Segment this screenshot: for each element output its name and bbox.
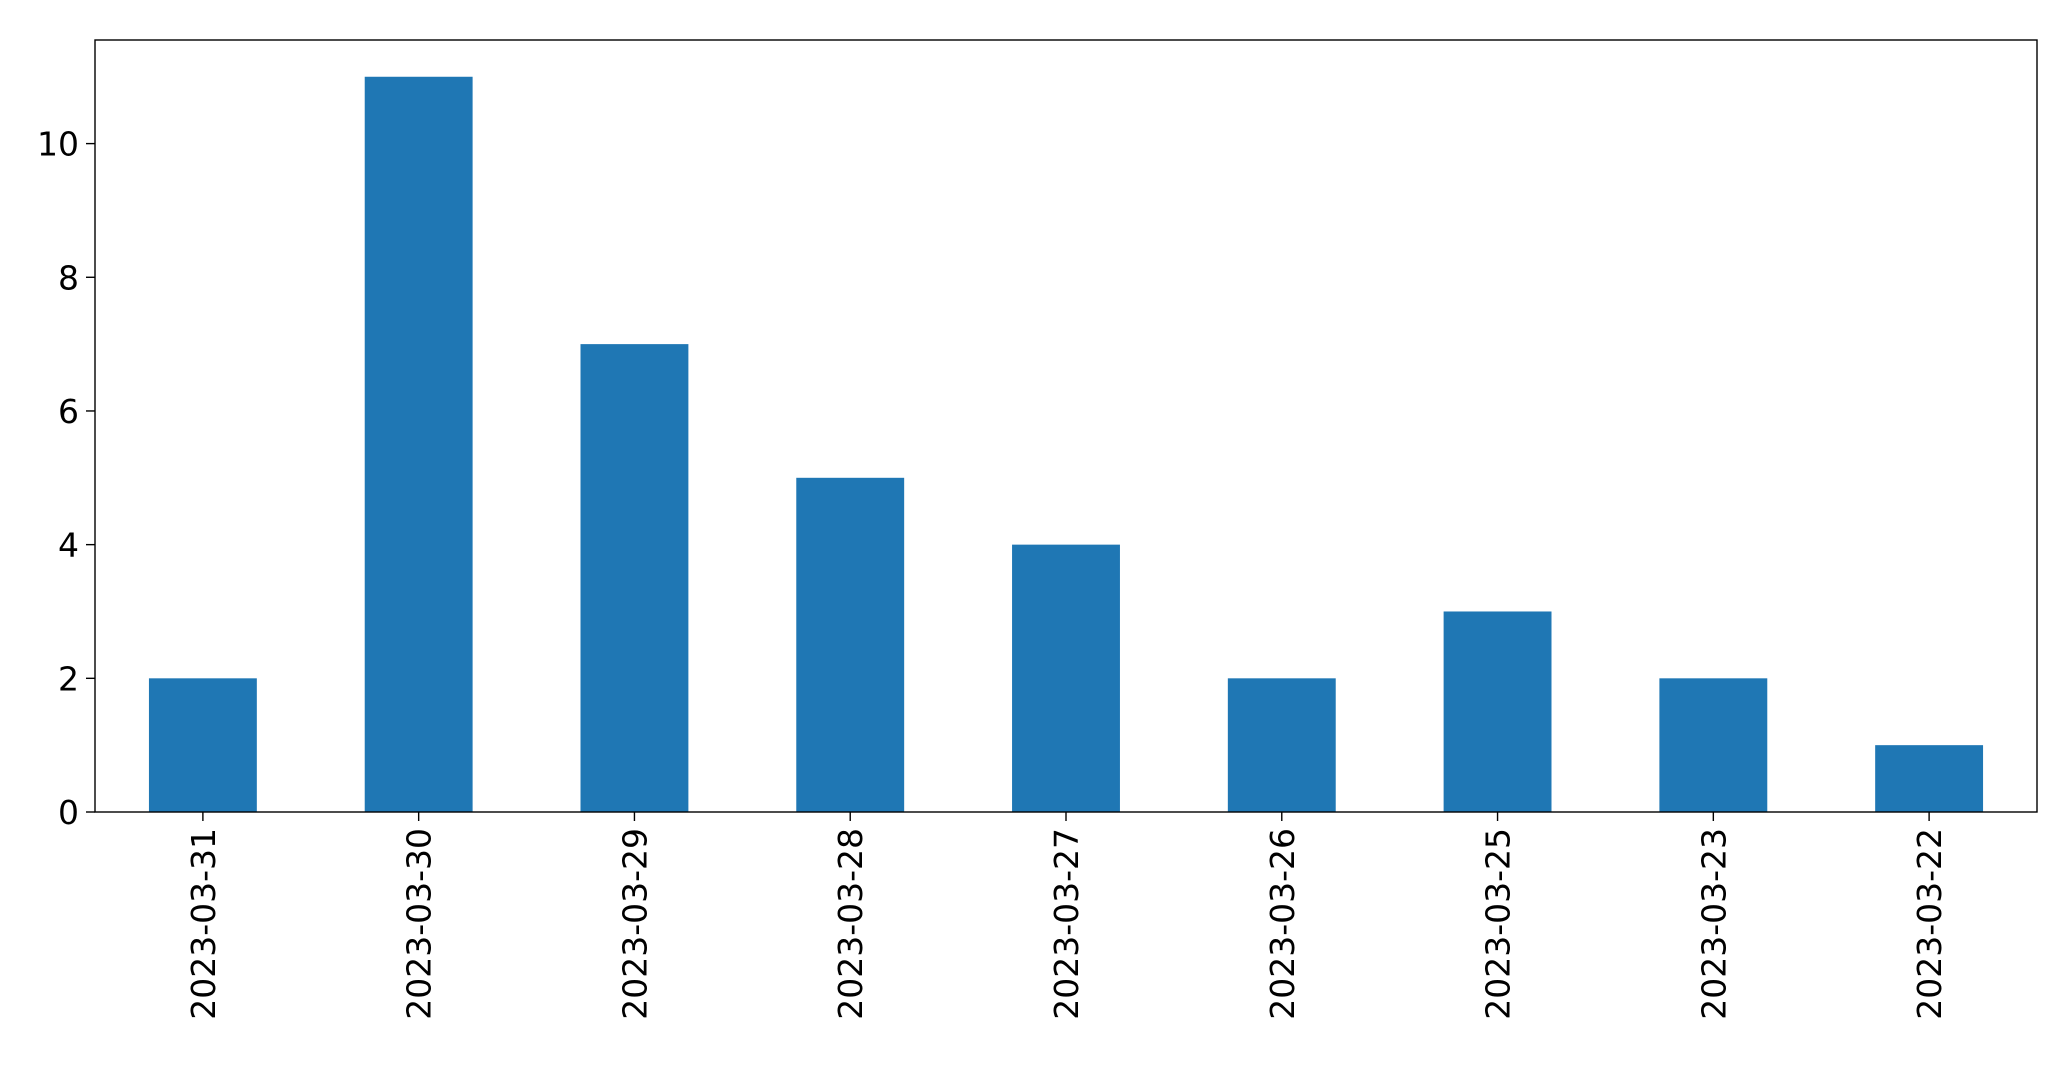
x-tick-label: 2023-03-26 — [1263, 828, 1302, 1020]
y-tick-label: 8 — [58, 258, 79, 297]
bars-layer — [148, 76, 1984, 812]
x-tick-label: 2023-03-25 — [1479, 828, 1518, 1020]
plot-frame — [94, 39, 2038, 813]
x-tick-label: 2023-03-23 — [1694, 828, 1733, 1020]
bar — [1227, 678, 1336, 812]
x-tick-label: 2023-03-22 — [1910, 828, 1949, 1020]
bar — [796, 477, 905, 812]
y-tick-label: 0 — [58, 793, 79, 832]
bar — [580, 344, 689, 812]
y-axis: 0 2 4 6 8 10 — [37, 125, 95, 832]
x-tick-label: 2023-03-31 — [184, 828, 223, 1020]
bar — [1443, 611, 1552, 812]
y-tick-label: 2 — [58, 659, 79, 698]
x-tick-label: 2023-03-27 — [1047, 828, 1086, 1020]
x-tick-label: 2023-03-28 — [831, 828, 870, 1020]
x-tick-label: 2023-03-29 — [615, 828, 654, 1020]
bar — [364, 76, 473, 812]
bar — [1875, 745, 1984, 812]
bar — [1659, 678, 1768, 812]
bar — [148, 678, 257, 812]
y-tick-label: 10 — [37, 125, 79, 164]
y-tick-label: 6 — [58, 392, 79, 431]
bar — [1012, 544, 1120, 812]
x-axis: 2023-03-31 2023-03-30 2023-03-29 2023-03-28… — [184, 812, 1949, 1020]
y-tick-label: 4 — [58, 526, 79, 565]
x-tick-label: 2023-03-30 — [400, 828, 439, 1020]
